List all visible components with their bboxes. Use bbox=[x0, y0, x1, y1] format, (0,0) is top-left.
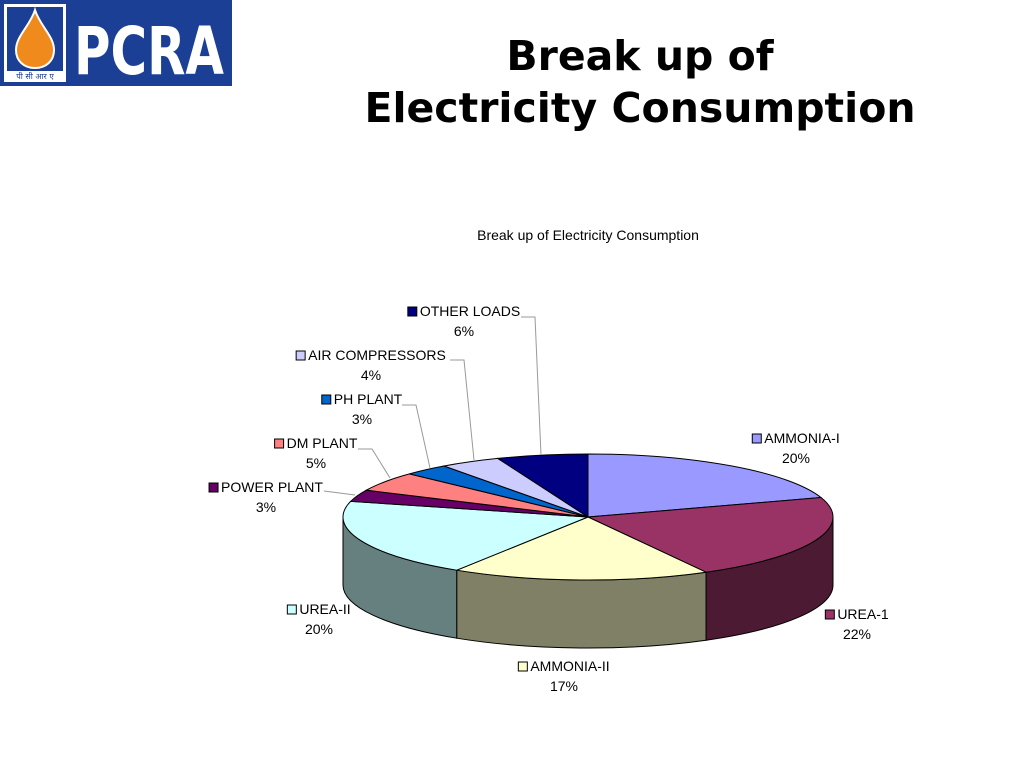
leader-line-dm-plant bbox=[358, 448, 391, 479]
data-label-value-ph-plant: 3% bbox=[352, 411, 372, 427]
pie-tops bbox=[342, 453, 834, 581]
data-label-value-power-plant: 3% bbox=[256, 499, 276, 515]
leader-line-other-loads bbox=[521, 316, 542, 456]
data-label-name-air-compressors: AIR COMPRESSORS bbox=[308, 347, 446, 363]
data-label-name-dm-plant: DM PLANT bbox=[287, 435, 358, 451]
data-label-value-urea-ii: 20% bbox=[305, 621, 333, 637]
slide-title: Break up of Electricity Consumption bbox=[300, 30, 980, 134]
slide-title-line2: Electricity Consumption bbox=[364, 84, 916, 132]
data-label-value-urea-1: 22% bbox=[843, 626, 871, 642]
data-label-air-compressors: AIR COMPRESSORS 4% bbox=[295, 347, 446, 383]
data-label-value-ammonia-ii: 17% bbox=[550, 678, 578, 694]
leader-line-air-compressors bbox=[450, 359, 475, 461]
data-label-value-other-loads: 6% bbox=[454, 323, 474, 339]
legend-key-urea-ii bbox=[286, 604, 297, 615]
pie-slice-ammonia-ii bbox=[454, 516, 708, 581]
pie-slice-ammonia-i bbox=[587, 453, 823, 518]
pie-sides bbox=[342, 516, 834, 649]
data-label-value-ammonia-i: 20% bbox=[782, 450, 810, 466]
pie-side-ammonia-ii bbox=[456, 569, 707, 649]
legend-key-ammonia-ii bbox=[517, 661, 528, 672]
data-label-ph-plant: PH PLANT 3% bbox=[321, 391, 403, 427]
data-label-ammonia-ii: AMMONIA-II 17% bbox=[517, 658, 610, 694]
legend-key-dm-plant bbox=[274, 438, 285, 449]
legend-key-ph-plant bbox=[321, 394, 332, 405]
data-label-name-ammonia-ii: AMMONIA-II bbox=[530, 658, 609, 674]
data-label-name-urea-1: UREA-1 bbox=[837, 606, 889, 622]
pie-slice-urea-ii bbox=[342, 500, 589, 571]
pcra-logo: पी सी आर ए PCRA bbox=[0, 0, 232, 86]
data-label-urea-1: UREA-1 22% bbox=[824, 606, 889, 642]
legend-key-power-plant bbox=[208, 482, 219, 493]
oil-drop-icon bbox=[14, 6, 56, 70]
data-label-name-other-loads: OTHER LOADS bbox=[420, 303, 520, 319]
data-label-power-plant: POWER PLANT 3% bbox=[208, 479, 323, 515]
pie-slice-urea-1 bbox=[586, 497, 834, 573]
slide-title-line1: Break up of bbox=[506, 32, 774, 80]
data-label-name-power-plant: POWER PLANT bbox=[221, 479, 323, 495]
data-label-value-dm-plant: 5% bbox=[306, 455, 326, 471]
leader-line-ph-plant bbox=[402, 404, 431, 469]
legend-key-other-loads bbox=[407, 306, 418, 317]
data-label-name-urea-ii: UREA-II bbox=[299, 601, 350, 617]
pie-labels: AMMONIA-I 20% UREA-1 22% AMMONIA-II 17% UREA-I… bbox=[208, 303, 889, 694]
data-label-value-air-compressors: 4% bbox=[361, 367, 381, 383]
pie-slice-other-loads bbox=[496, 453, 589, 518]
data-label-dm-plant: DM PLANT 5% bbox=[274, 435, 358, 471]
pie-leader-lines bbox=[323, 316, 542, 496]
logo-subtext: पी सी आर ए bbox=[16, 71, 54, 81]
leader-line-power-plant bbox=[323, 490, 356, 496]
legend-key-urea-1 bbox=[824, 609, 835, 620]
legend-key-air-compressors bbox=[295, 350, 306, 361]
logo-text: PCRA bbox=[74, 13, 224, 86]
data-label-ammonia-i: AMMONIA-I 20% bbox=[751, 430, 840, 466]
data-label-other-loads: OTHER LOADS 6% bbox=[407, 303, 520, 339]
data-label-name-ammonia-i: AMMONIA-I bbox=[764, 430, 839, 446]
data-label-name-ph-plant: PH PLANT bbox=[334, 391, 403, 407]
legend-key-ammonia-i bbox=[751, 433, 762, 444]
chart-title: Break up of Electricity Consumption bbox=[477, 227, 699, 243]
data-label-urea-ii: UREA-II 20% bbox=[286, 601, 351, 637]
